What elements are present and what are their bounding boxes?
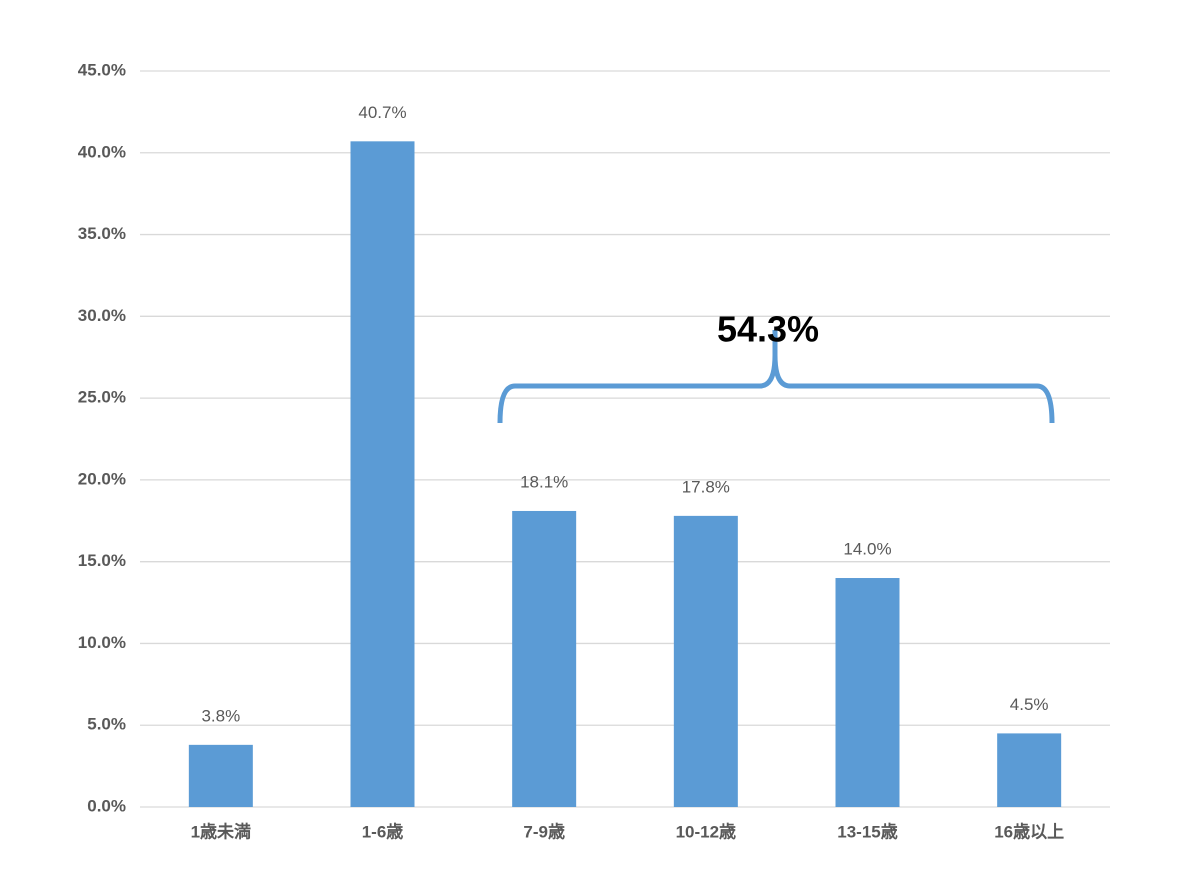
bar bbox=[188, 744, 253, 807]
x-tick-label: 1-6歳 bbox=[362, 821, 404, 841]
x-tick-label: 1歳未満 bbox=[191, 821, 251, 841]
y-tick-label: 30.0% bbox=[78, 306, 126, 325]
y-tick-label: 10.0% bbox=[78, 633, 126, 652]
x-tick-label: 16歳以上 bbox=[994, 821, 1064, 841]
y-tick-label: 35.0% bbox=[78, 224, 126, 243]
bar bbox=[835, 578, 900, 807]
annotation: 54.3% bbox=[717, 309, 819, 350]
brace bbox=[497, 330, 1055, 424]
value-label: 40.7% bbox=[358, 103, 406, 122]
value-label: 14.0% bbox=[843, 540, 891, 559]
y-tick-label: 15.0% bbox=[78, 551, 126, 570]
bar bbox=[350, 141, 415, 808]
value-label: 17.8% bbox=[682, 477, 730, 496]
y-tick-label: 40.0% bbox=[78, 142, 126, 161]
bar bbox=[512, 510, 577, 807]
x-tick-label: 7-9歳 bbox=[523, 821, 565, 841]
x-tick-label: 10-12歳 bbox=[676, 821, 736, 841]
y-tick-label: 25.0% bbox=[78, 388, 126, 407]
y-tick-label: 20.0% bbox=[78, 469, 126, 488]
value-label: 4.5% bbox=[1010, 695, 1049, 714]
y-tick-label: 5.0% bbox=[87, 715, 126, 734]
y-tick-label: 45.0% bbox=[78, 60, 126, 79]
y-tick-label: 0.0% bbox=[87, 796, 126, 815]
value-label: 18.1% bbox=[520, 472, 568, 491]
x-tick-label: 13-15歳 bbox=[837, 821, 897, 841]
bar bbox=[997, 733, 1062, 807]
value-label: 3.8% bbox=[201, 706, 240, 725]
bar bbox=[673, 515, 738, 807]
